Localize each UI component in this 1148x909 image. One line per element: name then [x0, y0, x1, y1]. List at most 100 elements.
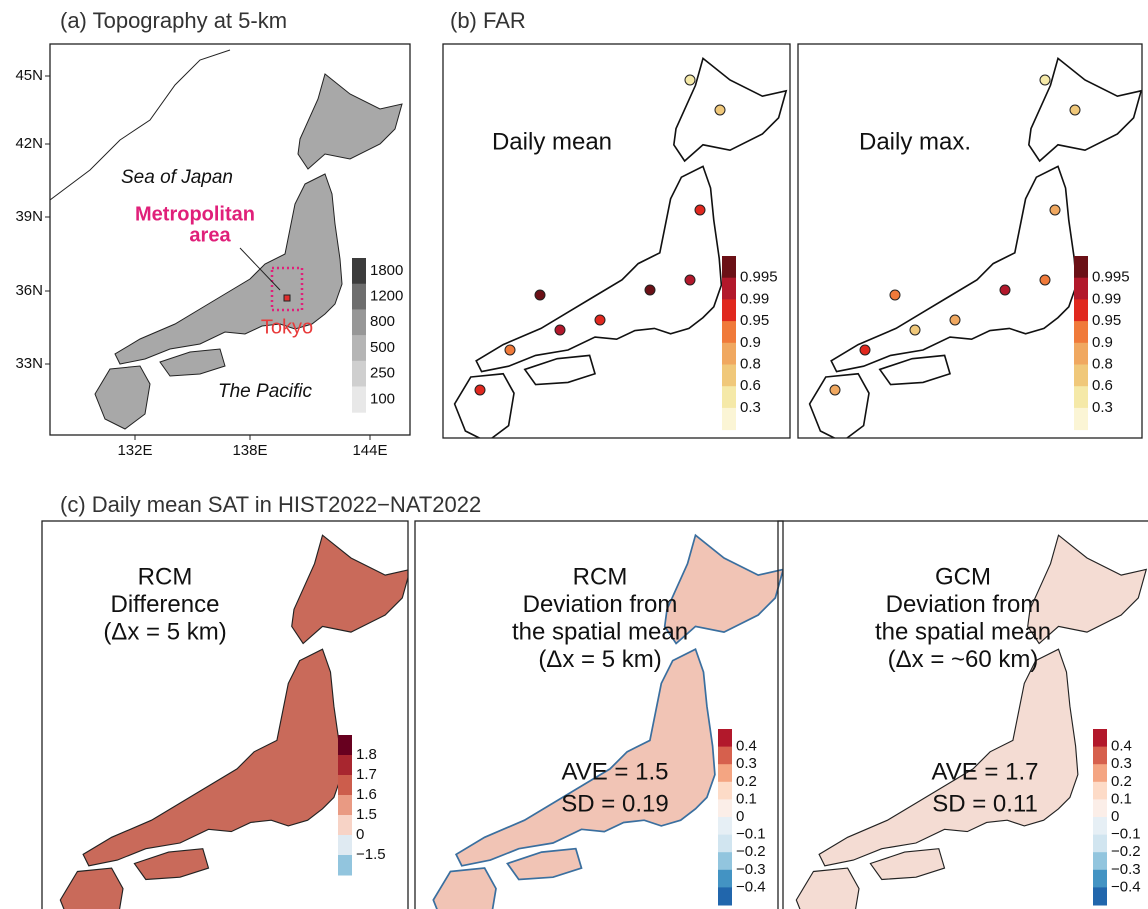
map-label: Deviation from: [523, 591, 678, 618]
colorbar-swatch: [1074, 299, 1088, 321]
colorbar-swatch: [338, 775, 352, 796]
stat-label: SD = 0.11: [932, 790, 1038, 817]
colorbar-label: 0: [356, 826, 364, 843]
colorbar-swatch: [718, 747, 732, 765]
colorbar-label: 0.3: [736, 755, 757, 772]
colorbar-swatch: [722, 408, 736, 430]
metro-label: Metropolitan: [135, 203, 255, 225]
colorbar-swatch: [722, 386, 736, 408]
colorbar-swatch: [1093, 852, 1107, 870]
ocean-label: The Pacific: [218, 381, 312, 402]
colorbar-swatch: [1093, 729, 1107, 747]
colorbar-label: −0.1: [1111, 826, 1141, 843]
colorbar-swatch: [338, 795, 352, 816]
lat-label: 36N: [15, 282, 43, 299]
colorbar-label: 0.9: [740, 334, 761, 351]
colorbar-swatch: [718, 817, 732, 835]
map-label: RCM: [573, 563, 628, 590]
colorbar-swatch: [338, 755, 352, 776]
colorbar-label: −0.2: [736, 843, 766, 860]
colorbar-swatch: [718, 799, 732, 817]
colorbar-label: −0.2: [1111, 843, 1141, 860]
lon-label: 138E: [232, 442, 267, 459]
map-label: RCM: [138, 563, 193, 590]
colorbar-swatch: [338, 855, 352, 876]
colorbar-label: 0.4: [736, 738, 757, 755]
map-label: Daily max.: [859, 128, 971, 155]
colorbar-swatch: [352, 361, 366, 387]
colorbar-swatch: [718, 870, 732, 888]
map-label: (Δx = 5 km): [103, 618, 226, 645]
lat-label: 39N: [15, 208, 43, 225]
colorbar-label: 0.9: [1092, 334, 1113, 351]
sea-label: Sea of Japan: [121, 167, 233, 188]
colorbar-swatch: [718, 782, 732, 800]
colorbar-label: 1.5: [356, 806, 377, 823]
colorbar-label: 0.8: [740, 355, 761, 372]
colorbar-label: 100: [370, 390, 395, 407]
figure: (a) Topography at 5-km Sea of Japan The …: [0, 0, 1148, 909]
colorbar-swatch: [338, 835, 352, 856]
colorbar-label: 0.99: [1092, 290, 1121, 307]
map: [455, 58, 787, 441]
colorbar-label: 0.3: [1092, 399, 1113, 416]
colorbar-swatch: [1074, 408, 1088, 430]
colorbar-label: 800: [370, 313, 395, 330]
colorbar-swatch: [718, 764, 732, 782]
colorbar-label: 1200: [370, 288, 403, 305]
map-label: (Δx = ~60 km): [888, 646, 1039, 673]
colorbar-label: 0.995: [740, 269, 778, 286]
colorbar-swatch: [718, 835, 732, 853]
colorbar-swatch: [722, 299, 736, 321]
tokyo-marker: [284, 295, 290, 301]
colorbar-label: 1.7: [356, 766, 377, 783]
colorbar-swatch: [1093, 835, 1107, 853]
map-label: Difference: [111, 591, 220, 618]
map-label: the spatial mean: [875, 618, 1051, 645]
colorbar-label: −0.4: [736, 878, 766, 895]
lon-label: 132E: [117, 442, 152, 459]
map-label: the spatial mean: [512, 618, 688, 645]
stat-label: SD = 0.19: [561, 790, 668, 817]
map-label: GCM: [935, 563, 991, 590]
colorbar-label: 0.2: [1111, 773, 1132, 790]
colorbar-swatch: [722, 321, 736, 343]
map-label: Daily mean: [492, 128, 612, 155]
lon-label: 144E: [352, 442, 387, 459]
colorbar-label: 0.1: [1111, 790, 1132, 807]
colorbar-label: 0.2: [736, 773, 757, 790]
colorbar-swatch: [1074, 343, 1088, 365]
map-label: (Δx = 5 km): [538, 646, 661, 673]
colorbar-swatch: [1074, 386, 1088, 408]
colorbar-swatch: [722, 278, 736, 300]
colorbar-swatch: [1093, 747, 1107, 765]
colorbar-label: −1.5: [356, 846, 386, 863]
metro-label: area: [189, 224, 231, 246]
colorbar-swatch: [352, 284, 366, 310]
colorbar-label: −0.3: [736, 861, 766, 878]
city-label: Tokyo: [261, 316, 313, 338]
colorbar-label: −0.4: [1111, 878, 1141, 895]
colorbar-label: 0.95: [740, 312, 769, 329]
colorbar-swatch: [352, 387, 366, 413]
colorbar-swatch: [722, 343, 736, 365]
colorbar-label: 0.6: [1092, 377, 1113, 394]
colorbar-swatch: [722, 256, 736, 278]
colorbar-label: 1.8: [356, 746, 377, 763]
colorbar-label: 500: [370, 339, 395, 356]
colorbar-swatch: [352, 258, 366, 284]
colorbar-label: 1.6: [356, 786, 377, 803]
colorbar-swatch: [1074, 365, 1088, 387]
colorbar-label: 0.3: [1111, 755, 1132, 772]
colorbar-swatch: [1074, 321, 1088, 343]
colorbar-swatch: [718, 852, 732, 870]
colorbar-swatch: [1093, 870, 1107, 888]
colorbar-label: 0.995: [1092, 269, 1130, 286]
colorbar-swatch: [718, 729, 732, 747]
colorbar-swatch: [1074, 256, 1088, 278]
lat-label: 33N: [15, 355, 43, 372]
stat-label: AVE = 1.7: [932, 758, 1039, 785]
colorbar-swatch: [1093, 782, 1107, 800]
lat-label: 45N: [15, 67, 43, 84]
title: (b) FAR: [450, 8, 526, 33]
